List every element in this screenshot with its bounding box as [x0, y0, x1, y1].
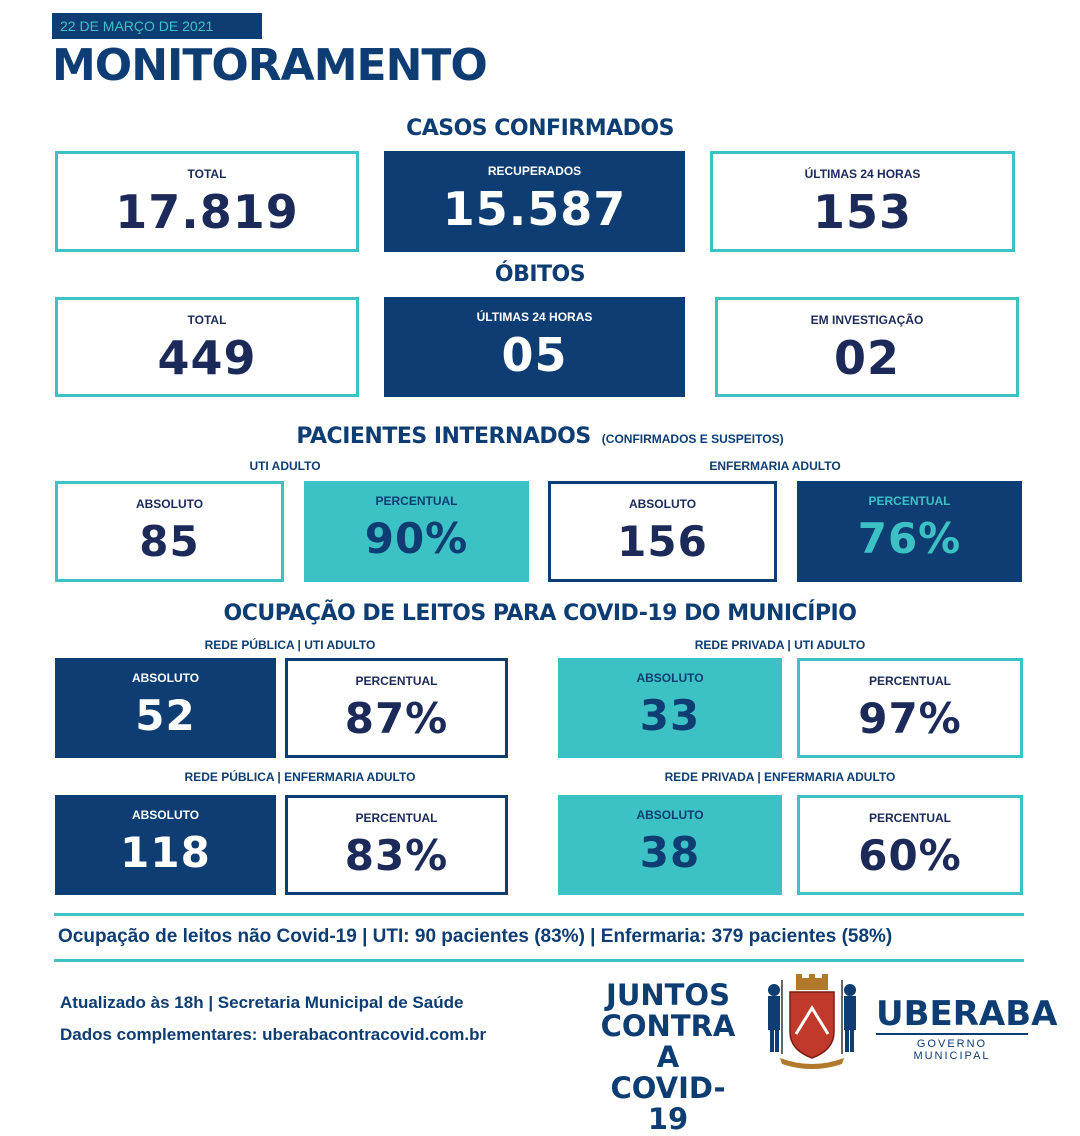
card-value: 02 [833, 331, 900, 385]
non-covid-occupancy: Ocupação de leitos não Covid-19 | UTI: 9… [58, 926, 893, 947]
card-label: PERCENTUAL [868, 811, 951, 825]
enfermaria-adulto-label: ENFERMARIA ADULTO [709, 459, 841, 473]
card-value: 15.587 [442, 182, 627, 236]
priv-uti-pct-card: PERCENTUAL 97% [797, 658, 1023, 758]
card-label: TOTAL [187, 313, 227, 327]
internados-enf-pct-card: PERCENTUAL 76% [797, 481, 1022, 582]
card-label: ABSOLUTO [135, 497, 204, 511]
footer-website: Dados complementares: uberabacontracovid… [60, 1025, 487, 1044]
casos-title: CASOS CONFIRMADOS [406, 116, 674, 141]
card-label: PERCENTUAL [355, 674, 438, 688]
priv-enf-label: REDE PRIVADA | ENFERMARIA ADULTO [664, 770, 896, 784]
casos-recuperados-card: RECUPERADOS 15.587 [384, 151, 685, 252]
card-label: ABSOLUTO [628, 497, 697, 511]
card-value: 05 [501, 328, 568, 382]
card-value: 118 [120, 828, 211, 877]
priv-uti-abs-card: ABSOLUTO 33 [558, 658, 782, 758]
obitos-investigacao-card: EM INVESTIGAÇÃO 02 [715, 297, 1019, 397]
card-value: 52 [135, 691, 196, 740]
uti-adulto-label: UTI ADULTO [249, 459, 321, 473]
card-value: 97% [858, 694, 962, 743]
divider-bottom [54, 959, 1024, 962]
card-label: ABSOLUTO [636, 671, 704, 685]
page-title: MONITORAMENTO [52, 40, 488, 91]
card-label: ABSOLUTO [131, 671, 200, 685]
pub-enf-pct-card: PERCENTUAL 83% [285, 795, 508, 895]
card-label: TOTAL [187, 167, 227, 181]
card-label: PERCENTUAL [355, 811, 438, 825]
card-value: 38 [639, 828, 701, 877]
internados-title: PACIENTES INTERNADOS [296, 424, 591, 449]
card-label: ÚLTIMAS 24 HORAS [804, 167, 921, 181]
card-label: PERCENTUAL [868, 674, 951, 688]
priv-uti-label: REDE PRIVADA | UTI ADULTO [694, 638, 866, 652]
card-label: RECUPERADOS [487, 164, 582, 178]
card-value: 156 [617, 517, 708, 566]
internados-note: (CONFIRMADOS E SUSPEITOS) [601, 432, 784, 446]
card-label: ABSOLUTO [636, 808, 704, 822]
campaign-slogan: JUNTOS CONTRA A COVID-19 [598, 980, 738, 1135]
brand-name: UBERABA [876, 994, 1058, 1034]
footer-updated: Atualizado às 18h | Secretaria Municipal… [60, 993, 464, 1012]
date-tag: 22 DE MARÇO DE 2021 [52, 13, 262, 39]
pub-uti-label: REDE PÚBLICA | UTI ADULTO [204, 638, 376, 652]
card-value: 87% [344, 694, 449, 743]
card-value: 449 [157, 331, 257, 385]
priv-enf-pct-card: PERCENTUAL 60% [797, 795, 1023, 895]
campaign-line-1: JUNTOS [606, 978, 730, 1012]
internados-uti-abs-card: ABSOLUTO 85 [55, 481, 284, 582]
card-label: PERCENTUAL [375, 494, 458, 508]
card-value: 60% [858, 831, 962, 880]
internados-heading: PACIENTES INTERNADOS (CONFIRMADOS E SUSP… [0, 424, 1080, 449]
divider-top [54, 913, 1024, 916]
card-label: EM INVESTIGAÇÃO [810, 313, 924, 327]
ocupacao-title: OCUPAÇÃO DE LEITOS PARA COVID-19 DO MUNI… [223, 601, 857, 626]
casos-24h-card: ÚLTIMAS 24 HORAS 153 [710, 151, 1015, 252]
priv-enf-abs-card: ABSOLUTO 38 [558, 795, 782, 895]
pub-enf-abs-card: ABSOLUTO 118 [55, 795, 276, 895]
pub-uti-pct-card: PERCENTUAL 87% [285, 658, 508, 758]
internados-enf-abs-card: ABSOLUTO 156 [548, 481, 777, 582]
brand-subtitle: GOVERNO MUNICIPAL [876, 1033, 1028, 1062]
coat-of-arms-icon [762, 974, 862, 1070]
obitos-title: ÓBITOS [494, 262, 586, 287]
casos-total-card: TOTAL 17.819 [55, 151, 359, 252]
card-value: 85 [139, 517, 200, 566]
card-label: ABSOLUTO [131, 808, 200, 822]
card-value: 33 [639, 691, 701, 740]
pub-uti-abs-card: ABSOLUTO 52 [55, 658, 276, 758]
card-value: 83% [344, 831, 449, 880]
card-value: 76% [857, 514, 962, 563]
pub-enf-label: REDE PÚBLICA | ENFERMARIA ADULTO [184, 770, 416, 784]
obitos-total-card: TOTAL 449 [55, 297, 359, 397]
card-value: 90% [364, 514, 469, 563]
card-value: 17.819 [115, 185, 299, 239]
card-label: ÚLTIMAS 24 HORAS [476, 310, 593, 324]
obitos-24h-card: ÚLTIMAS 24 HORAS 05 [384, 297, 685, 397]
card-label: PERCENTUAL [868, 494, 951, 508]
internados-uti-pct-card: PERCENTUAL 90% [304, 481, 529, 582]
card-value: 153 [812, 185, 913, 239]
campaign-line-3: COVID-19 [610, 1071, 726, 1136]
campaign-line-2: CONTRA A [600, 1009, 736, 1074]
